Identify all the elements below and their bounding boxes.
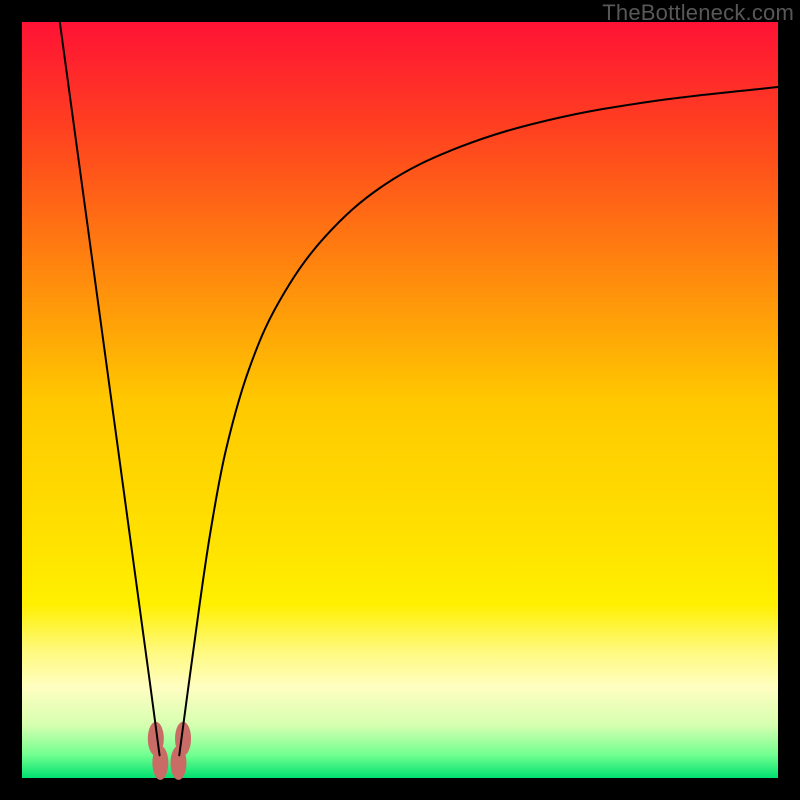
plot-background (22, 22, 778, 778)
chart-stage: TheBottleneck.com (0, 0, 800, 800)
lobe-marker (152, 746, 168, 780)
watermark-text: TheBottleneck.com (602, 0, 794, 26)
bottleneck-chart (0, 0, 800, 800)
